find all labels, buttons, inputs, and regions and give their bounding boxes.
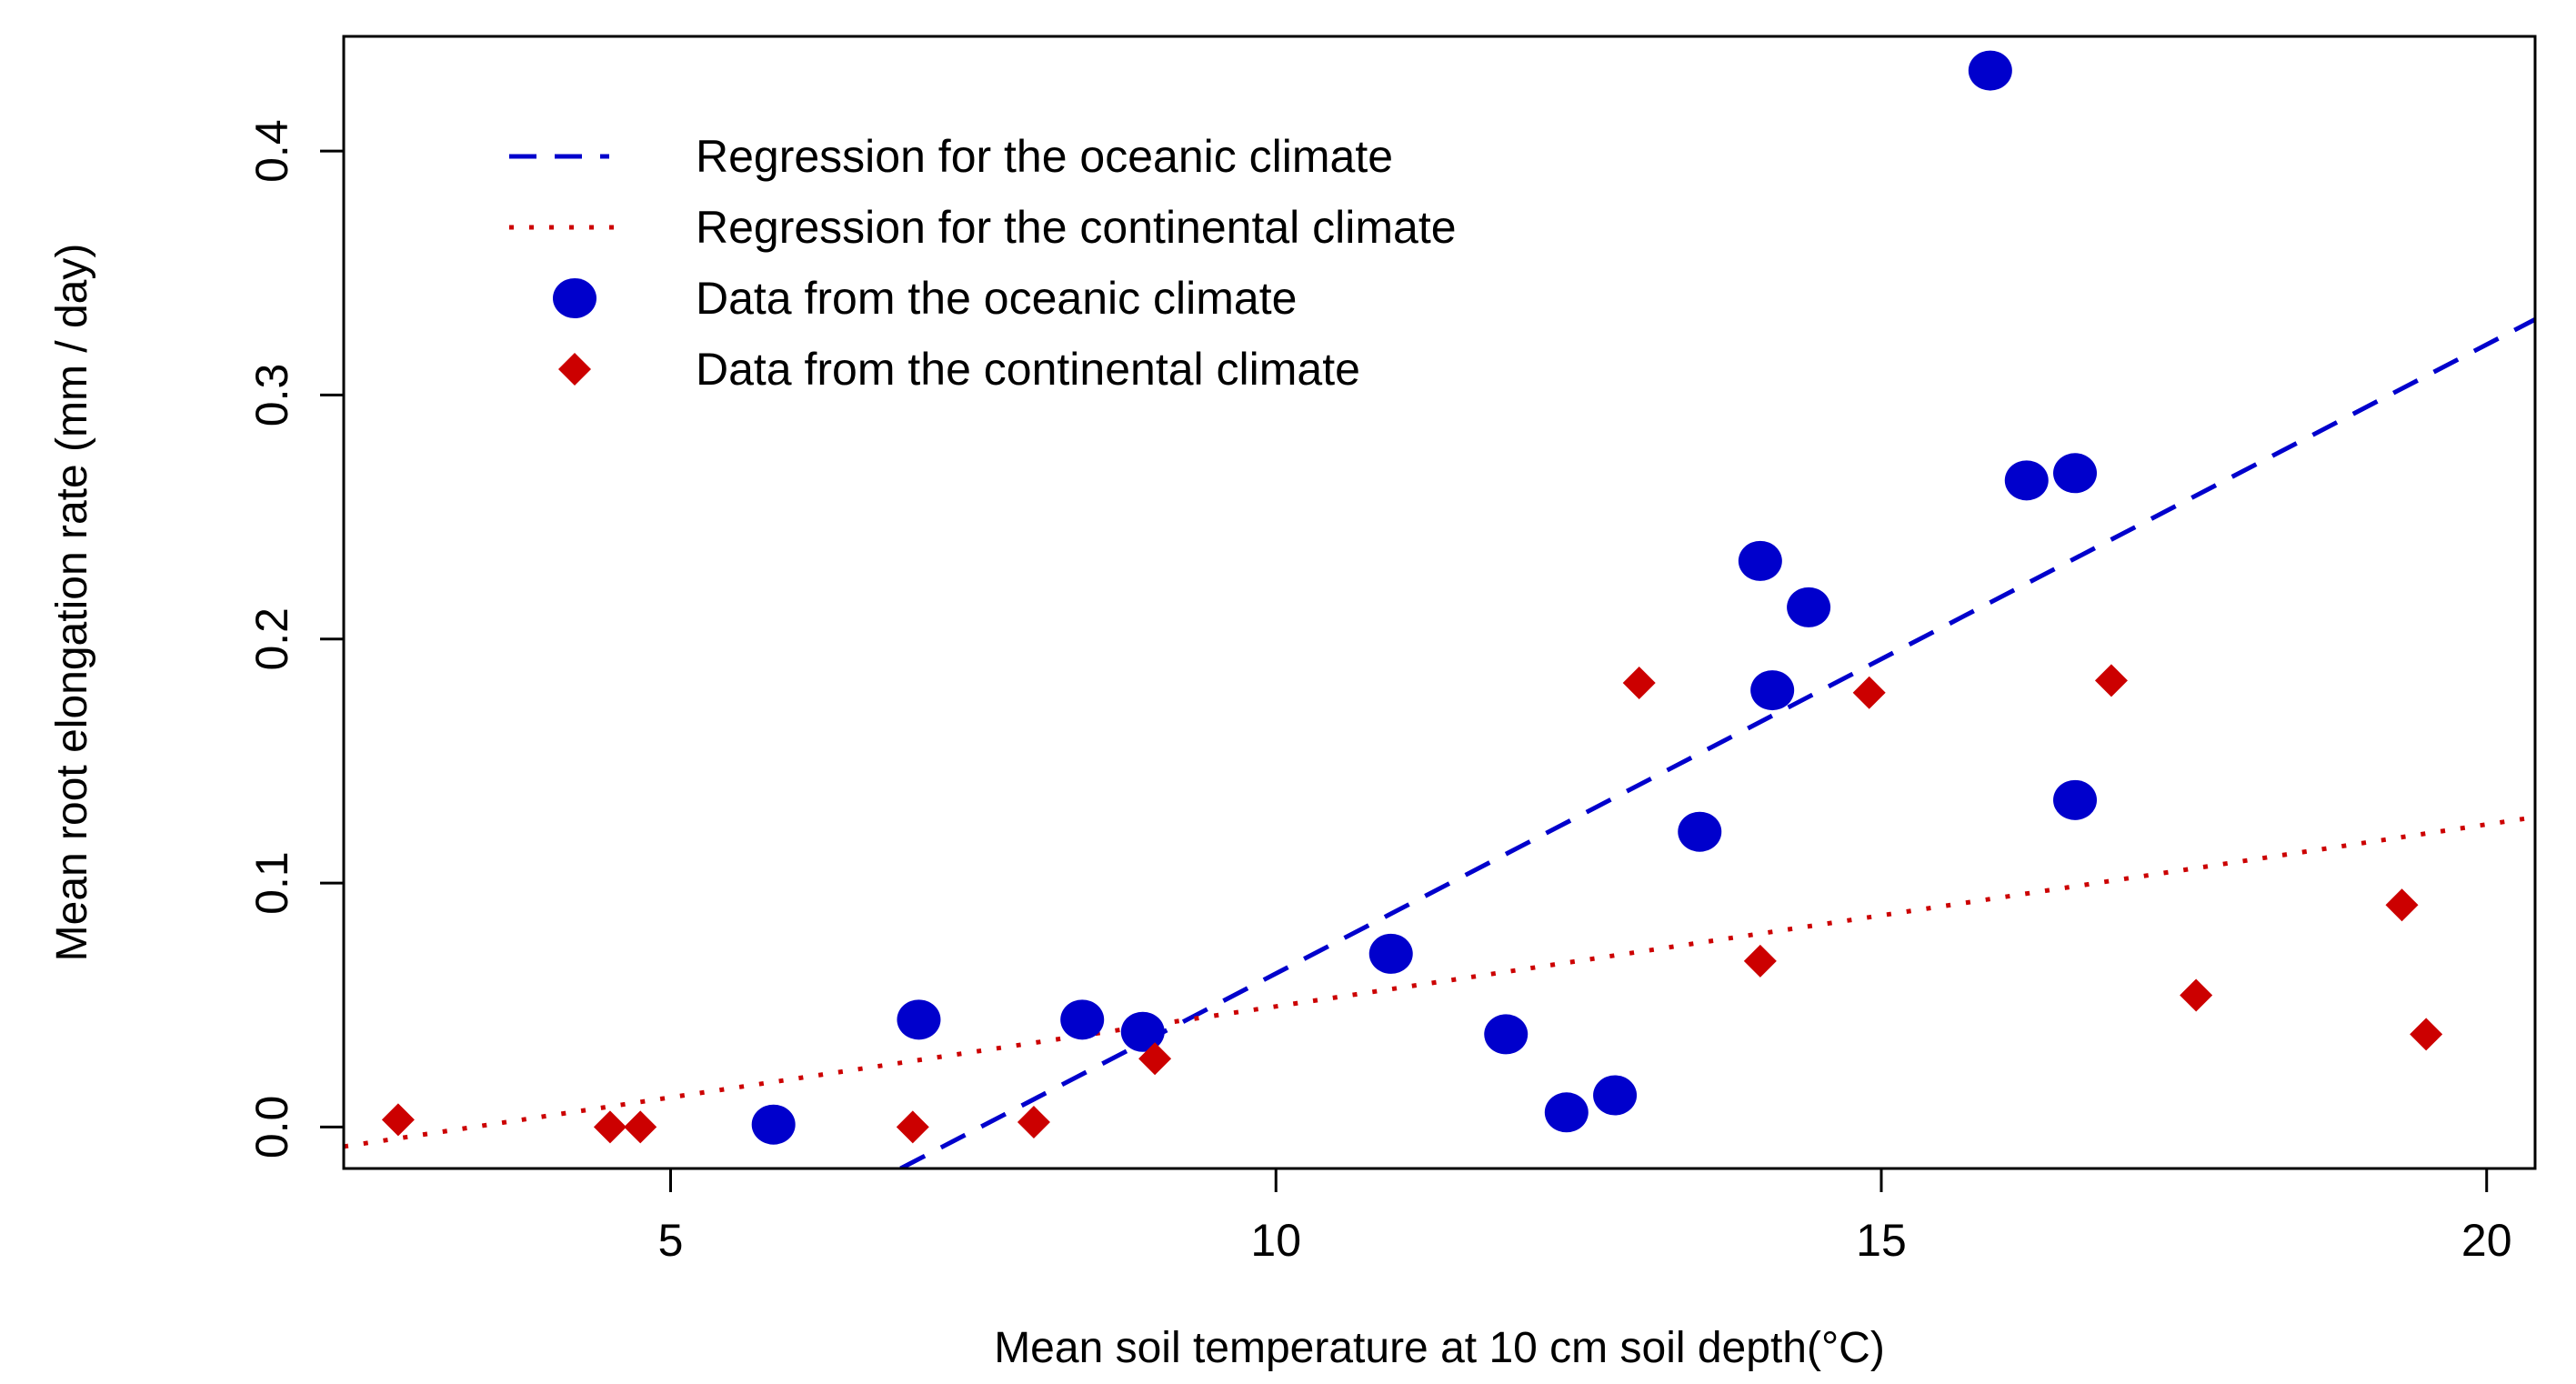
continental-data-point bbox=[2094, 664, 2128, 697]
continental-data-point bbox=[1852, 676, 1886, 709]
oceanic-data-point bbox=[1750, 670, 1795, 711]
x-tick-label: 15 bbox=[1856, 1215, 1907, 1266]
oceanic-data-point bbox=[751, 1104, 796, 1145]
continental-data-point bbox=[1138, 1042, 1172, 1076]
oceanic-data-point bbox=[1120, 1011, 1165, 1052]
x-axis-title: Mean soil temperature at 10 cm soil dept… bbox=[994, 1324, 1885, 1372]
oceanic-data-point bbox=[1787, 587, 1831, 627]
continental-data-point bbox=[624, 1110, 657, 1144]
legend-symbol bbox=[558, 353, 591, 386]
continental-data-point bbox=[381, 1103, 415, 1137]
legend-label: Data from the oceanic climate bbox=[696, 273, 1297, 324]
oceanic-data-point bbox=[1968, 50, 2012, 91]
continental-data-point bbox=[2385, 888, 2419, 922]
oceanic-data-point bbox=[1593, 1075, 1638, 1116]
oceanic-data-point bbox=[2053, 453, 2098, 494]
y-tick-label: 0.0 bbox=[246, 1096, 297, 1159]
oceanic-data-point bbox=[1484, 1014, 1529, 1055]
y-tick-label: 0.1 bbox=[246, 851, 297, 915]
y-tick-label: 0.4 bbox=[246, 119, 297, 183]
continental-data-point bbox=[896, 1110, 929, 1144]
continental-data-point bbox=[2180, 978, 2213, 1012]
oceanic-data-point bbox=[1738, 540, 1782, 581]
x-tick-label: 5 bbox=[658, 1215, 684, 1266]
x-tick-label: 20 bbox=[2461, 1215, 2512, 1266]
continental-data-point bbox=[1017, 1106, 1050, 1139]
legend-label: Regression for the continental climate bbox=[696, 202, 1457, 253]
x-tick-label: 10 bbox=[1250, 1215, 1301, 1266]
legend-label: Data from the continental climate bbox=[696, 344, 1360, 395]
oceanic-data-point bbox=[1544, 1092, 1589, 1133]
oceanic-data-point bbox=[2004, 460, 2049, 501]
continental-data-point bbox=[1622, 667, 1656, 700]
oceanic-data-point bbox=[2053, 779, 2098, 820]
oceanic-regression-line bbox=[899, 317, 2535, 1168]
plot-frame bbox=[342, 35, 2537, 1170]
continental-data-point bbox=[2410, 1018, 2443, 1051]
legend-label: Regression for the oceanic climate bbox=[696, 131, 1393, 182]
continental-data-point bbox=[593, 1110, 626, 1144]
oceanic-data-point bbox=[1678, 811, 1722, 852]
y-tick-label: 0.2 bbox=[246, 607, 297, 671]
y-axis-title: Mean root elongation rate (mm / day) bbox=[48, 244, 96, 962]
continental-data-point bbox=[1743, 944, 1777, 978]
y-tick-label: 0.3 bbox=[246, 364, 297, 427]
legend-symbol bbox=[553, 278, 596, 318]
oceanic-data-point bbox=[1368, 933, 1413, 974]
oceanic-data-point bbox=[1060, 999, 1105, 1040]
oceanic-data-point bbox=[897, 999, 941, 1040]
